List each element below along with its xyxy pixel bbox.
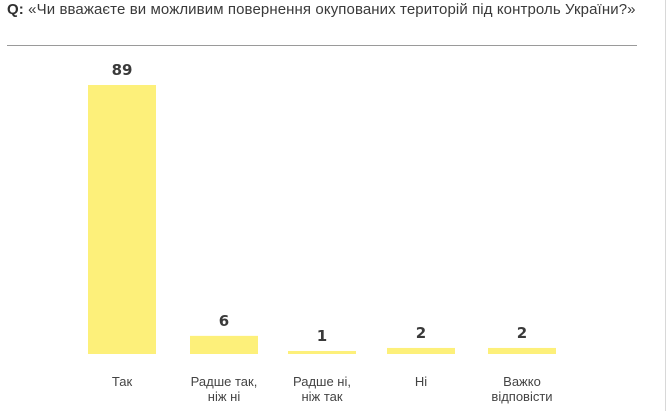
data-label: 1 bbox=[317, 327, 327, 345]
question-prefix: Q: bbox=[7, 1, 24, 18]
category-label: ніж так bbox=[301, 389, 342, 404]
bar bbox=[190, 335, 258, 354]
bar bbox=[488, 347, 556, 354]
category-label: ніж ні bbox=[208, 389, 241, 404]
category-label: Радше так, bbox=[191, 374, 258, 389]
bar bbox=[288, 350, 356, 354]
question-body: «Чи вважаєте ви можливим повернення окуп… bbox=[28, 1, 636, 18]
bar bbox=[387, 347, 455, 354]
category-label: відповісти bbox=[491, 389, 552, 404]
right-edge-line bbox=[665, 0, 666, 411]
question-text: Q: «Чи вважаєте ви можливим повернення о… bbox=[7, 0, 647, 19]
data-label: 2 bbox=[517, 324, 527, 342]
category-label: Ні bbox=[415, 374, 427, 389]
data-label: 2 bbox=[416, 324, 426, 342]
divider-line bbox=[7, 45, 637, 46]
data-label: 89 bbox=[112, 61, 133, 79]
category-label: Так bbox=[112, 374, 133, 389]
category-label: Радше ні, bbox=[293, 374, 351, 389]
data-label: 6 bbox=[219, 312, 229, 330]
category-label: Важко bbox=[503, 374, 541, 389]
bar bbox=[88, 85, 156, 354]
